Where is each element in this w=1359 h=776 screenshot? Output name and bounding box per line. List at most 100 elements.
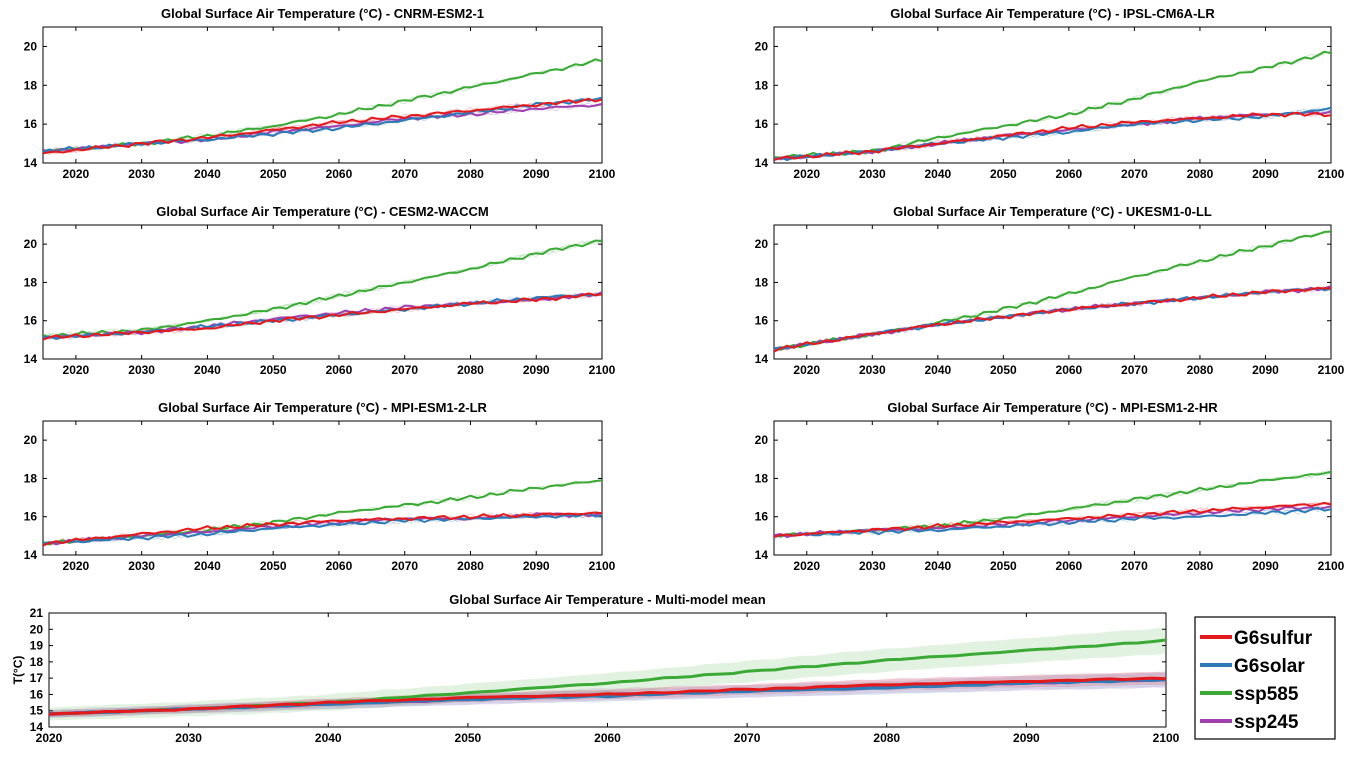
x-tick-label: 2070 (1121, 559, 1148, 573)
y-tick-label: 18 (24, 78, 38, 92)
plot-area (49, 627, 1166, 721)
x-tick-label: 2040 (194, 363, 221, 377)
x-tick-label: 2030 (128, 559, 155, 573)
y-tick-label: 16 (24, 117, 38, 131)
x-tick-label: 2080 (873, 731, 900, 745)
x-tick-label: 2090 (523, 363, 550, 377)
y-tick-label: 18 (24, 471, 38, 485)
x-tick-label: 2090 (1013, 731, 1040, 745)
x-tick-label: 2070 (391, 559, 418, 573)
member-line-ssp585 (43, 238, 602, 337)
x-tick-label: 2100 (1318, 363, 1345, 377)
legend-label-G6sulfur: G6sulfur (1234, 628, 1313, 649)
x-tick-label: 2070 (1121, 363, 1148, 377)
x-tick-label: 2030 (859, 167, 886, 181)
y-tick-label: 16 (755, 314, 769, 328)
y-tick-label: 14 (24, 548, 38, 562)
x-tick-label: 2040 (194, 167, 221, 181)
x-tick-label: 2080 (457, 559, 484, 573)
chart-title: Global Surface Air Temperature (°C) - CE… (156, 204, 488, 219)
member-line-ssp585 (774, 50, 1331, 159)
x-tick-label: 2020 (793, 363, 820, 377)
x-tick-label: 2100 (589, 559, 616, 573)
y-tick-label: 14 (24, 156, 38, 170)
series-line-G6sulfur (774, 287, 1331, 353)
legend-label-ssp585: ssp585 (1234, 684, 1299, 705)
y-tick-label: 19 (30, 639, 44, 653)
plot-area (774, 49, 1331, 163)
y-tick-label: 20 (755, 39, 769, 53)
x-tick-label: 2060 (326, 559, 353, 573)
y-tick-label: 14 (24, 352, 38, 366)
x-tick-label: 2100 (1318, 167, 1345, 181)
x-tick-label: 2060 (594, 731, 621, 745)
axes-box (773, 224, 1332, 360)
plot-area (43, 478, 602, 548)
plot-area (43, 238, 602, 341)
x-tick-label: 2070 (734, 731, 761, 745)
x-tick-label: 2040 (924, 559, 951, 573)
x-tick-label: 2020 (793, 559, 820, 573)
series-line-G6sulfur (43, 97, 602, 155)
y-tick-label: 17 (30, 671, 44, 685)
chart-panel-5: Global Surface Air Temperature (°C) - MP… (24, 400, 616, 573)
chart-panel-3: Global Surface Air Temperature (°C) - CE… (24, 204, 616, 377)
x-tick-label: 2050 (455, 731, 482, 745)
spread-band-ssp585 (49, 627, 1166, 721)
x-tick-label: 2060 (1056, 167, 1083, 181)
plot-area (774, 470, 1331, 540)
x-tick-label: 2040 (924, 363, 951, 377)
series-line-G6sulfur (43, 511, 602, 547)
chart-title: Global Surface Air Temperature (°C) - MP… (887, 400, 1218, 415)
x-tick-label: 2020 (63, 559, 90, 573)
member-line-G6sulfur (774, 286, 1331, 353)
x-tick-label: 2030 (859, 363, 886, 377)
chart-title: Global Surface Air Temperature (°C) - MP… (158, 400, 487, 415)
x-tick-label: 2070 (391, 167, 418, 181)
series-line-ssp245 (774, 285, 1331, 351)
x-tick-label: 2090 (1252, 167, 1279, 181)
plot-area (43, 58, 602, 155)
series-line-G6solar (43, 512, 602, 545)
series-line-G6sulfur (774, 111, 1331, 161)
y-tick-label: 16 (30, 687, 44, 701)
y-tick-label: 14 (755, 156, 769, 170)
y-tick-label: 21 (30, 606, 44, 620)
x-tick-label: 2090 (1252, 363, 1279, 377)
x-tick-label: 2100 (1153, 731, 1180, 745)
x-tick-label: 2060 (1056, 559, 1083, 573)
y-tick-label: 16 (755, 117, 769, 131)
x-tick-label: 2040 (315, 731, 342, 745)
x-tick-label: 2080 (457, 167, 484, 181)
x-tick-label: 2070 (1121, 167, 1148, 181)
chart-title: Global Surface Air Temperature - Multi-m… (449, 592, 765, 607)
x-tick-label: 2090 (523, 559, 550, 573)
x-tick-label: 2080 (1187, 167, 1214, 181)
legend-label-ssp245: ssp245 (1234, 712, 1299, 733)
x-tick-label: 2070 (391, 363, 418, 377)
legend-label-G6solar: G6solar (1234, 656, 1305, 677)
y-tick-label: 18 (24, 275, 38, 289)
x-tick-label: 2040 (924, 167, 951, 181)
y-tick-label: 18 (755, 471, 769, 485)
y-tick-label: 15 (30, 704, 44, 718)
x-tick-label: 2080 (1187, 363, 1214, 377)
x-tick-label: 2030 (128, 167, 155, 181)
chart-panel-6: Global Surface Air Temperature (°C) - MP… (755, 400, 1345, 573)
x-tick-label: 2090 (1252, 559, 1279, 573)
series-line-ssp585 (43, 239, 602, 339)
member-line-ssp585 (774, 231, 1331, 351)
series-line-ssp585 (774, 50, 1331, 160)
y-tick-label: 18 (755, 275, 769, 289)
chart-panel-2: Global Surface Air Temperature (°C) - IP… (755, 6, 1345, 181)
x-tick-label: 2020 (63, 167, 90, 181)
y-tick-label: 16 (24, 314, 38, 328)
member-line-ssp245 (774, 285, 1331, 350)
axes-box (42, 26, 603, 164)
x-tick-label: 2050 (260, 559, 287, 573)
series-line-G6sulfur (49, 676, 1166, 716)
x-tick-label: 2030 (859, 559, 886, 573)
x-tick-label: 2060 (326, 363, 353, 377)
x-tick-label: 2080 (457, 363, 484, 377)
